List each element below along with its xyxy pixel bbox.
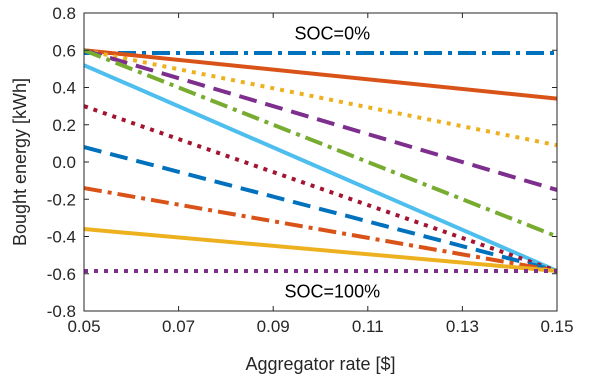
annotation-2: SOC=100% xyxy=(285,281,381,301)
series-line-6 xyxy=(83,63,558,273)
annotation-1: SOC=0% xyxy=(295,23,371,43)
y-tick-label: -0.6 xyxy=(47,265,76,284)
series-line-9 xyxy=(83,186,558,273)
y-axis-label: Bought energy [kWh] xyxy=(10,78,30,246)
series-line-8 xyxy=(83,145,558,273)
series-layer xyxy=(83,48,558,273)
series-line-2 xyxy=(83,48,558,101)
series-line-5 xyxy=(83,48,558,239)
x-tick-label: 0.11 xyxy=(352,317,384,336)
y-tick-label: 0.6 xyxy=(52,41,76,60)
y-tick-label: -0.8 xyxy=(47,302,76,321)
y-tick-label: 0.8 xyxy=(52,4,76,23)
y-tick-label: 0.2 xyxy=(52,116,76,135)
x-tick-label: 0.13 xyxy=(446,317,479,336)
y-tick-label: 0.0 xyxy=(52,153,76,172)
x-tick-label: 0.09 xyxy=(257,317,290,336)
x-tick-label: 0.15 xyxy=(540,317,573,336)
annotations-layer: SOC=0% SOC=100% xyxy=(285,23,381,301)
y-tick-label: -0.2 xyxy=(47,190,76,209)
x-axis-label: Aggregator rate [$] xyxy=(245,354,395,374)
x-tick-label: 0.05 xyxy=(67,317,100,336)
series-line-7 xyxy=(83,104,558,273)
x-tick-label: 0.07 xyxy=(162,317,195,336)
y-tick-label: -0.4 xyxy=(47,228,76,247)
series-line-10 xyxy=(83,227,558,273)
series-line-3 xyxy=(83,48,558,148)
y-tick-label: 0.4 xyxy=(52,79,76,98)
series-line-4 xyxy=(83,48,558,192)
ticks-layer: 0.05 0.07 0.09 0.11 0.13 0.15 0.8 0.6 0.4 0.2 0.0 -… xyxy=(47,4,574,336)
